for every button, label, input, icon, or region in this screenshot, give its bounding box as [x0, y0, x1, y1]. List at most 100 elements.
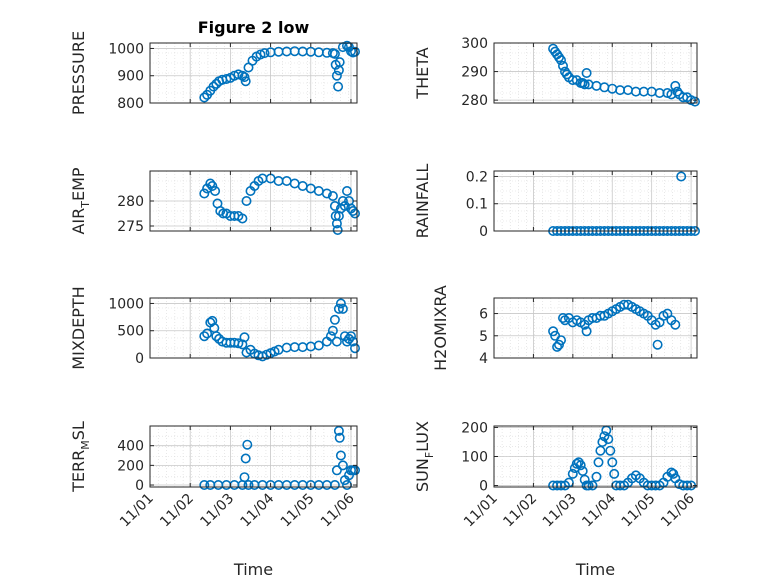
data-point [334, 57, 345, 68]
data-point [329, 479, 340, 490]
y-axis-label: TERRMSL [69, 421, 92, 493]
x-axis-label: Time [575, 560, 615, 579]
series-points [548, 425, 697, 491]
data-point [349, 465, 360, 476]
y-axis-label: AIRTEMP [69, 167, 92, 234]
y-tick-label: 1000 [108, 41, 144, 57]
data-point [555, 55, 566, 66]
data-point [609, 468, 620, 479]
series-points [548, 43, 700, 107]
y-tick-label: 900 [117, 69, 144, 85]
data-point [239, 332, 250, 343]
y-tick-label: 800 [117, 96, 144, 112]
data-point [210, 186, 221, 197]
data-point [670, 80, 681, 91]
data-point [241, 196, 252, 207]
x-axis-label: Time [233, 560, 273, 579]
data-point [199, 188, 210, 199]
data-point [597, 436, 608, 447]
subplot-4: 0 0.1 0.2 RAINFALL [413, 164, 700, 240]
data-point [548, 326, 559, 337]
data-point [240, 453, 251, 464]
y-tick-label: 280 [117, 194, 144, 210]
data-point [337, 460, 348, 471]
y-tick-label: 200 [461, 420, 488, 436]
data-point [221, 74, 232, 85]
data-point [603, 434, 614, 445]
chart-title: Figure 2 low [198, 18, 310, 37]
data-point [237, 339, 248, 350]
data-point [321, 188, 332, 199]
data-point [199, 92, 210, 103]
grid [150, 171, 357, 231]
data-point [240, 76, 251, 87]
y-tick-label: 0.2 [466, 169, 488, 185]
data-point [553, 339, 564, 350]
y-tick-label: 4 [479, 351, 488, 367]
data-point [233, 338, 244, 349]
data-point [583, 480, 594, 491]
data-point [349, 343, 360, 354]
data-point [587, 480, 598, 491]
data-point [331, 70, 342, 81]
data-point [329, 201, 340, 212]
axes-area [150, 43, 357, 103]
axes-box [149, 42, 358, 104]
series-points [199, 298, 360, 362]
data-point [242, 439, 253, 450]
data-point [605, 445, 616, 456]
data-point [329, 314, 340, 325]
axes-area [150, 426, 357, 487]
y-tick-label: 280 [461, 93, 488, 109]
data-point [557, 312, 568, 323]
data-point [345, 331, 356, 342]
data-point [207, 181, 218, 192]
data-point [553, 52, 564, 63]
y-axis-label: H2OMIXRA [431, 285, 450, 371]
grid [494, 43, 697, 103]
data-point [313, 340, 324, 351]
series-points [199, 425, 360, 490]
data-point [337, 303, 348, 314]
data-point [567, 468, 578, 479]
data-point [239, 72, 250, 83]
data-point [325, 331, 336, 342]
data-point [208, 81, 219, 92]
data-point [327, 191, 338, 202]
y-tick-label: 300 [461, 36, 488, 52]
y-axis-label: THETA [413, 47, 432, 99]
data-point [259, 48, 270, 59]
y-tick-label: 275 [117, 219, 144, 235]
y-tick-label: 100 [461, 450, 488, 466]
y-tick-label: 0 [135, 351, 144, 367]
y-tick-label: 0.1 [466, 197, 488, 213]
series-points [548, 299, 681, 352]
y-tick-label: 0 [135, 478, 144, 494]
data-point [591, 471, 602, 482]
y-tick-label: 500 [117, 324, 144, 340]
y-tick-label: 290 [461, 65, 488, 81]
axes-box [493, 42, 698, 104]
y-tick-label: 200 [117, 458, 144, 474]
data-point [205, 178, 216, 189]
data-point [555, 335, 566, 346]
y-axis-label: RAINFALL [413, 164, 432, 239]
data-point [335, 298, 346, 309]
subplot-5: 0 500 1000 MIXDEPTH [69, 286, 360, 370]
y-tick-label: 400 [117, 439, 144, 455]
data-point [337, 196, 348, 207]
data-point [332, 225, 343, 236]
axes-box [149, 425, 358, 488]
data-point [243, 479, 254, 490]
data-point [335, 450, 346, 461]
data-point [199, 479, 210, 490]
data-point [593, 457, 604, 468]
data-point [349, 208, 360, 219]
y-tick-label: 0 [479, 224, 488, 240]
data-point [676, 171, 687, 182]
data-point [215, 206, 226, 217]
axes-box [493, 297, 698, 359]
